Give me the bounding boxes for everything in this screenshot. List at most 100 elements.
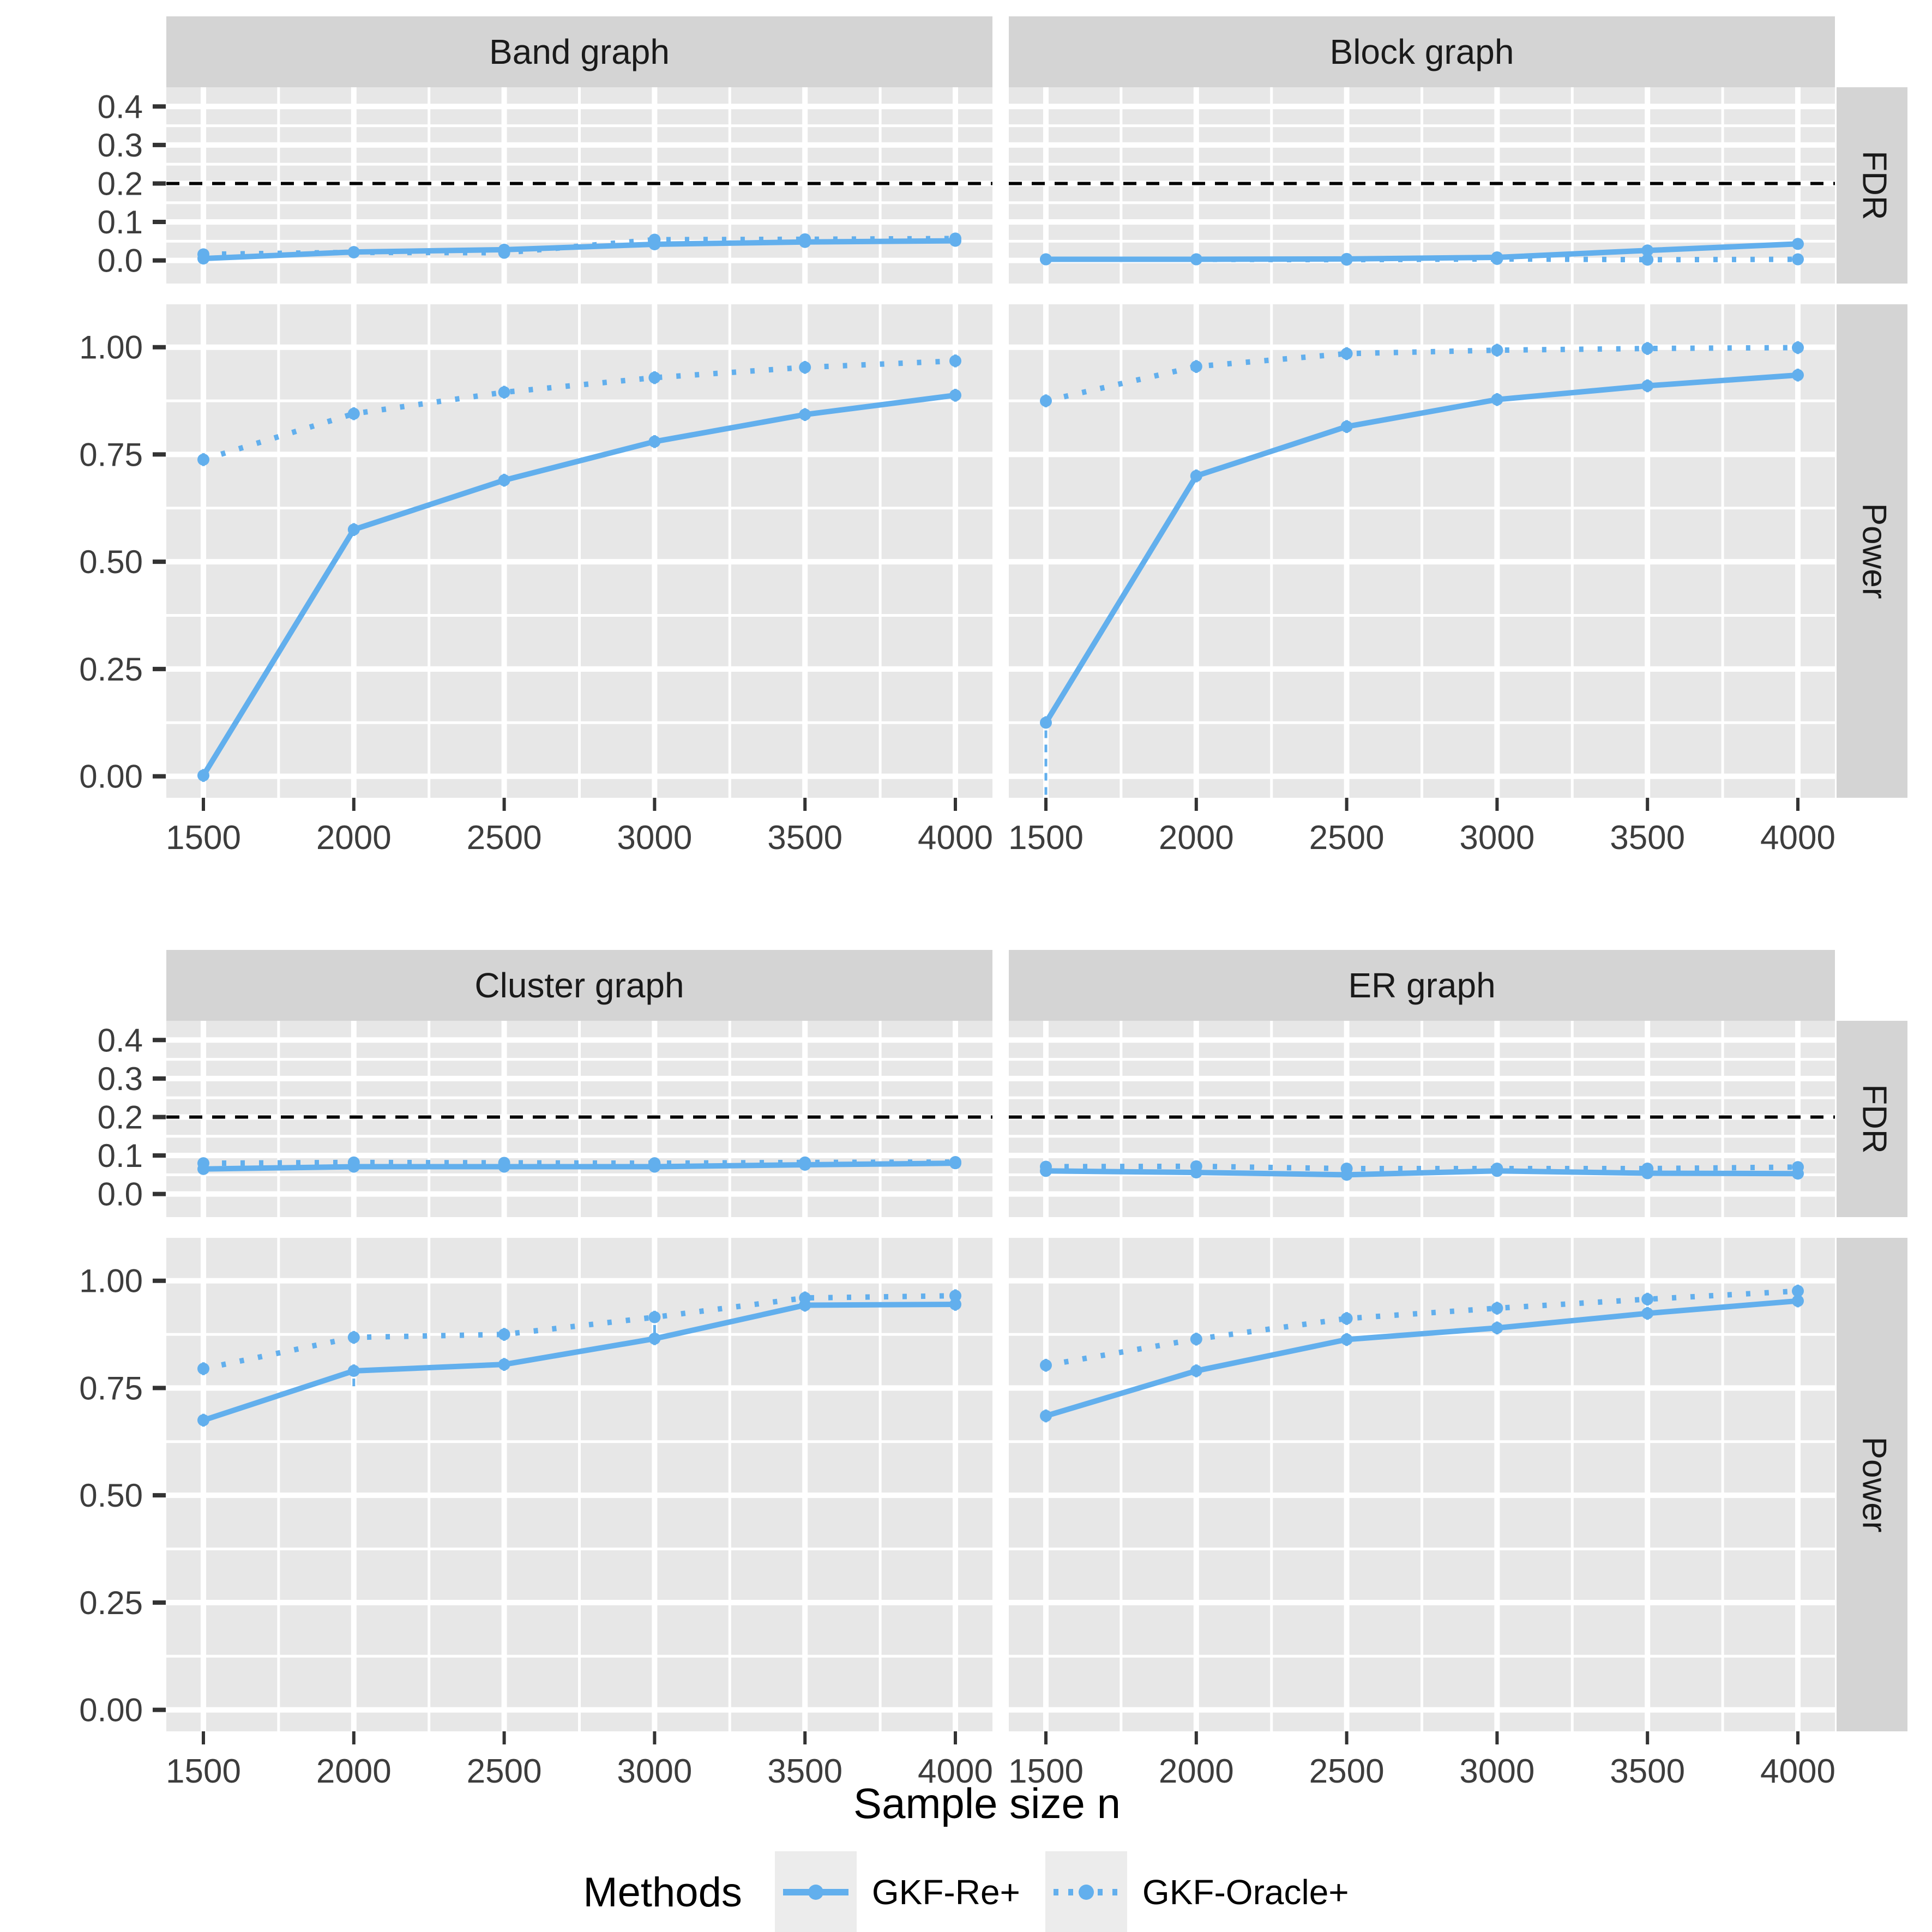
series-line-oracle <box>202 1293 956 1371</box>
legend: Methods GKF-Re+ GKF-Oracle+ <box>0 1849 1932 1932</box>
x-tick-label: 2000 <box>1159 819 1234 857</box>
data-point <box>1190 360 1202 373</box>
data-point <box>1491 393 1503 406</box>
x-tick-label: 4000 <box>1760 1753 1835 1790</box>
panel-er-graph-power <box>1009 1238 1835 1731</box>
data-point <box>1641 342 1654 355</box>
data-point <box>1491 1322 1503 1334</box>
facet-block-bottom: Cluster graph 1500 2000 2500 3000 3500 4000 ER … <box>0 950 1932 1822</box>
series-line-oracle <box>1045 1288 1798 1368</box>
series-line-re <box>1043 372 1798 724</box>
data-point <box>498 474 510 486</box>
data-point <box>799 1159 811 1171</box>
row-strip-label: FDR <box>1856 1084 1893 1153</box>
x-tick-label: 1500 <box>166 819 241 857</box>
series-line-re <box>203 238 956 262</box>
legend-key-solid-line-icon <box>774 1851 857 1932</box>
strip-row-power <box>1837 304 1907 798</box>
power-tick-label: 0.00 <box>79 759 143 795</box>
facet-title: Block graph <box>1330 32 1514 71</box>
power-tick-label: 0.00 <box>79 1692 143 1729</box>
data-point <box>1641 1307 1654 1320</box>
power-tick-label: 0.50 <box>79 1477 143 1514</box>
x-tick-label: 1500 <box>1008 1753 1084 1790</box>
data-point <box>347 1160 360 1173</box>
x-tick-label: 1500 <box>1008 819 1084 857</box>
panel-cluster-graph-fdr <box>166 1021 992 1217</box>
data-point <box>347 1331 360 1344</box>
power-tick-label: 0.25 <box>79 651 143 688</box>
x-tick-label: 2500 <box>467 1753 542 1790</box>
panel-band-graph-fdr <box>166 87 992 284</box>
legend-item-gkf-oracle: GKF-Oracle+ <box>1045 1851 1349 1932</box>
row-strip-label: FDR <box>1856 151 1893 220</box>
strip-er-graph <box>1009 950 1835 1021</box>
power-tick-label: 0.75 <box>79 1370 143 1406</box>
fdr-tick-label: 0.0 <box>98 1176 143 1213</box>
block-bottom-canvas: Cluster graph 1500 2000 2500 3000 3500 4000 ER … <box>79 950 1907 1790</box>
facet-title: Band graph <box>489 32 670 71</box>
series-line-re <box>1046 241 1798 262</box>
data-point <box>1190 253 1202 266</box>
data-point <box>1491 1302 1503 1315</box>
power-tick-label: 0.25 <box>79 1585 143 1621</box>
data-point <box>1340 1333 1353 1346</box>
x-tick-label: 4000 <box>918 819 993 857</box>
data-point <box>1792 341 1804 354</box>
x-tick-label: 2500 <box>1309 1753 1385 1790</box>
series-line-oracle <box>1045 345 1798 404</box>
strip-row-fdr <box>1837 87 1907 284</box>
data-point <box>498 243 510 256</box>
legend-item-label: GKF-Re+ <box>871 1873 1020 1912</box>
data-point <box>197 769 209 782</box>
data-point <box>1641 1293 1654 1305</box>
data-point <box>498 386 510 399</box>
data-point <box>347 246 360 258</box>
data-point <box>1340 420 1353 433</box>
x-tick-label: 2500 <box>467 819 542 857</box>
strip-row-power <box>1837 1238 1907 1731</box>
fdr-tick-label: 0.0 <box>98 243 143 279</box>
fdr-tick-label: 0.1 <box>98 204 143 240</box>
series-line-re <box>1045 1168 1798 1178</box>
data-point <box>197 1163 209 1175</box>
row-strip-label: Power <box>1856 503 1893 599</box>
x-tick-label: 2000 <box>316 1753 392 1790</box>
data-point <box>648 371 661 384</box>
power-tick-label: 1.00 <box>79 1263 143 1299</box>
data-point <box>949 1298 961 1310</box>
data-point <box>1792 1285 1804 1297</box>
data-point <box>347 523 360 536</box>
series-line-re <box>202 1301 956 1423</box>
data-point <box>1190 470 1202 482</box>
strip-block-graph <box>1009 16 1835 87</box>
data-point <box>1040 1410 1052 1422</box>
data-point <box>197 252 209 265</box>
data-point <box>799 408 811 421</box>
x-axis-title: Sample size n <box>853 1779 1121 1827</box>
data-point <box>197 453 209 466</box>
data-point <box>1792 253 1804 266</box>
legend-key-dotted-line-icon <box>1045 1851 1127 1932</box>
data-point <box>1641 380 1654 392</box>
data-point <box>1641 254 1654 266</box>
x-tick-label: 3500 <box>767 1753 842 1790</box>
data-point <box>1491 1165 1503 1177</box>
x-tick-label: 3000 <box>617 1753 692 1790</box>
data-point <box>949 1290 961 1302</box>
facet-block-top: Band graph 1500 2000 2500 3000 3500 4000 Block … <box>0 16 1932 889</box>
data-point <box>1190 1166 1202 1179</box>
x-tick-label: 3500 <box>767 819 842 857</box>
x-tick-label: 4000 <box>918 1753 993 1790</box>
data-point <box>949 234 961 247</box>
data-point <box>1190 1364 1202 1377</box>
fdr-tick-label: 0.2 <box>98 165 143 202</box>
data-point <box>347 407 360 420</box>
row-strip-label: Power <box>1856 1437 1893 1533</box>
x-tick-label: 1500 <box>166 1753 241 1790</box>
x-tick-label: 2000 <box>1159 1753 1234 1790</box>
data-point <box>1340 1169 1353 1181</box>
power-tick-label: 1.00 <box>79 329 143 366</box>
series-line-re <box>1045 1298 1798 1419</box>
